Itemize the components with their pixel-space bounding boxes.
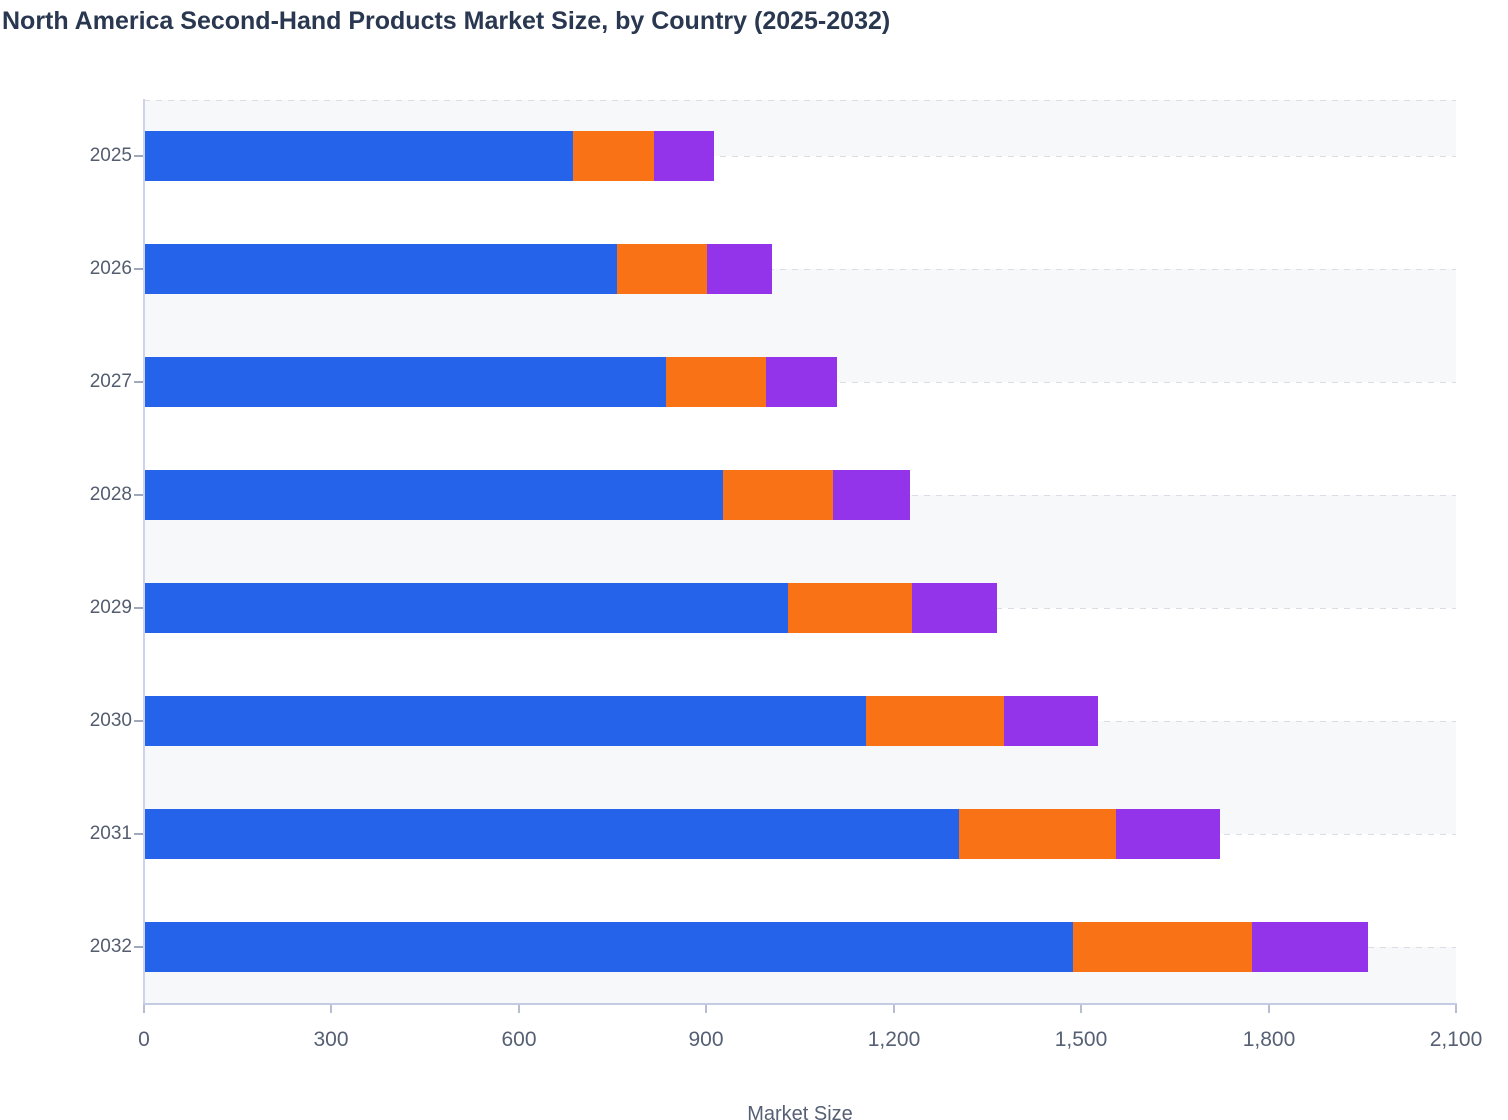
bar-2030	[144, 696, 1098, 746]
x-axis-label: 0	[138, 1028, 150, 1051]
x-axis-tick	[1080, 1005, 1082, 1013]
x-axis-label: 300	[313, 1028, 349, 1051]
x-axis-label: 600	[501, 1028, 537, 1051]
x-axis-tick	[518, 1005, 520, 1013]
gridline	[144, 156, 1456, 157]
bar-segment-purple-2027[interactable]	[765, 357, 837, 407]
bar-2029	[144, 583, 997, 633]
x-axis-tick	[330, 1005, 332, 1013]
y-axis-tick	[134, 381, 143, 383]
bar-segment-orange-2025[interactable]	[573, 131, 655, 181]
gridline	[144, 100, 1456, 101]
x-axis-tick	[143, 1005, 145, 1013]
x-axis-tick	[1455, 1005, 1457, 1013]
bar-segment-purple-2029[interactable]	[911, 583, 997, 633]
bar-segment-purple-2032[interactable]	[1252, 922, 1369, 972]
bar-segment-blue-2030[interactable]	[144, 696, 867, 746]
y-axis-tick	[134, 607, 143, 609]
y-axis-line	[143, 99, 145, 1005]
bar-segment-orange-2026[interactable]	[616, 244, 707, 294]
gridline	[144, 269, 1456, 270]
bar-segment-blue-2026[interactable]	[144, 244, 617, 294]
plot-area	[144, 100, 1456, 1003]
y-axis-label: 2032	[89, 936, 132, 957]
bar-segment-orange-2028[interactable]	[722, 470, 834, 520]
y-axis-tick	[134, 946, 143, 948]
bar-2032	[144, 922, 1369, 972]
bar-segment-purple-2030[interactable]	[1004, 696, 1098, 746]
bar-segment-purple-2031[interactable]	[1116, 809, 1221, 859]
y-axis-tick	[134, 833, 143, 835]
bar-segment-blue-2025[interactable]	[144, 131, 574, 181]
y-axis-label: 2030	[89, 710, 132, 731]
x-axis-label: 1,800	[1242, 1028, 1296, 1051]
bar-2027	[144, 357, 837, 407]
y-axis-label: 2025	[89, 145, 132, 166]
bar-2031	[144, 809, 1221, 859]
bar-segment-orange-2027[interactable]	[666, 357, 766, 407]
bar-segment-orange-2031[interactable]	[959, 809, 1117, 859]
x-axis-line	[143, 1003, 1457, 1005]
bar-segment-blue-2027[interactable]	[144, 357, 667, 407]
chart-title: North America Second-Hand Products Marke…	[2, 7, 891, 35]
bar-2026	[144, 244, 772, 294]
x-axis-tick	[705, 1005, 707, 1013]
y-axis-label: 2028	[89, 484, 132, 505]
bar-segment-purple-2025[interactable]	[654, 131, 714, 181]
y-axis-label: 2031	[89, 823, 132, 844]
y-axis-tick	[134, 494, 143, 496]
y-axis-label: 2026	[89, 258, 132, 279]
bar-segment-purple-2026[interactable]	[706, 244, 772, 294]
y-axis-label: 2029	[89, 597, 132, 618]
y-axis-tick	[134, 720, 143, 722]
y-axis-tick	[134, 268, 143, 270]
x-axis-label: 1,200	[867, 1028, 921, 1051]
bar-segment-orange-2029[interactable]	[788, 583, 912, 633]
y-axis-tick	[134, 155, 143, 157]
bar-2025	[144, 131, 714, 181]
bar-2028	[144, 470, 910, 520]
bar-segment-purple-2028[interactable]	[833, 470, 910, 520]
bar-segment-blue-2029[interactable]	[144, 583, 789, 633]
x-axis-label: 900	[688, 1028, 724, 1051]
x-axis-tick	[893, 1005, 895, 1013]
bar-segment-blue-2032[interactable]	[144, 922, 1073, 972]
bar-segment-orange-2032[interactable]	[1073, 922, 1253, 972]
bar-segment-blue-2031[interactable]	[144, 809, 960, 859]
x-axis-title: Market Size	[747, 1103, 853, 1120]
x-axis-label: 2,100	[1429, 1028, 1483, 1051]
bar-segment-orange-2030[interactable]	[866, 696, 1005, 746]
x-axis-tick	[1268, 1005, 1270, 1013]
y-axis-label: 2027	[89, 371, 132, 392]
bar-segment-blue-2028[interactable]	[144, 470, 723, 520]
x-axis-label: 1,500	[1054, 1028, 1108, 1051]
